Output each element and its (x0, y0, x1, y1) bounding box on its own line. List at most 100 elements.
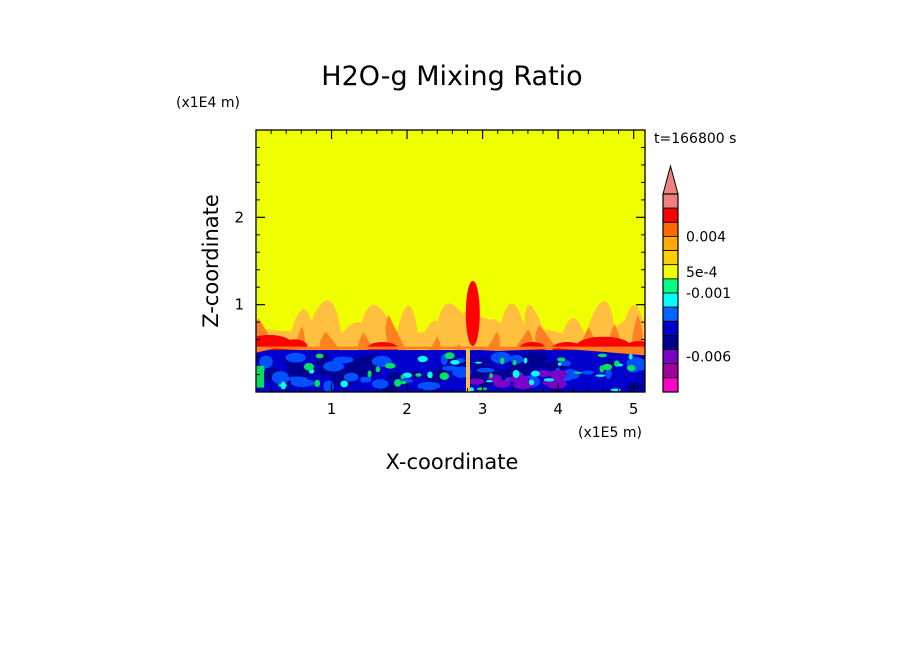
colorbar-tick-label: 5e-4 (686, 265, 718, 281)
colorbar-level (662, 377, 679, 393)
speck-cyan-green (528, 379, 535, 386)
colorbar: 0.004 5e-4 -0.001 -0.006 (662, 164, 731, 393)
x-tick-label: 2 (402, 400, 412, 418)
blob-purple (535, 370, 553, 378)
blob-mid-blue (259, 355, 273, 369)
blob-mid-blue (509, 354, 524, 364)
speck-cyan-green (394, 379, 402, 387)
colorbar-level (662, 221, 679, 237)
column-moist (465, 348, 470, 392)
colorbar-level (662, 349, 679, 365)
speck-cyan-green (340, 380, 348, 388)
speck-cyan-green (400, 380, 407, 385)
blob-mid-blue (323, 361, 344, 372)
speck-cyan-green (476, 387, 488, 391)
colorbar-tick-label: -0.006 (686, 350, 731, 366)
time-label: t=166800 s (654, 131, 736, 147)
speck-cyan-green (303, 362, 315, 371)
speck-cyan-green (314, 379, 321, 388)
blob-mid-blue (560, 360, 571, 367)
x-tick-label: 4 (553, 400, 563, 418)
speck-cyan-green (427, 371, 433, 379)
colorbar-level (662, 335, 679, 350)
colorbar-level (662, 292, 679, 308)
speck-cyan-green (415, 373, 422, 377)
speck-cyan-green (384, 362, 396, 369)
edge-green (256, 365, 264, 388)
colorbar-tick-label: -0.001 (686, 286, 731, 302)
colorbar-level (662, 320, 679, 336)
blob-mid-blue (417, 381, 441, 391)
speck-cyan-green (280, 381, 287, 390)
speck-cyan-green (489, 372, 493, 379)
colorbar-level (662, 193, 679, 209)
blob-mid-blue (360, 376, 368, 383)
blob-purple (493, 379, 511, 388)
colorbar-level (662, 250, 679, 266)
colorbar-level (662, 236, 679, 251)
blob-mid-blue (605, 368, 612, 379)
blob-dark-blue (387, 372, 402, 381)
speck-cyan-green (573, 371, 583, 374)
speck-cyan-green (444, 352, 455, 360)
speck-cyan-green (512, 359, 517, 366)
plot-frame (255, 129, 646, 393)
blob-mid-blue (476, 367, 495, 373)
colorbar-tick-label: 0.004 (686, 229, 726, 245)
blob-mid-blue (490, 351, 512, 364)
speck-cyan-green (617, 363, 624, 367)
blob-dark-blue (626, 382, 645, 391)
colorbar-frame (662, 193, 679, 393)
y-tick-label: 2 (234, 208, 244, 226)
y-axis-unit: (x1E4 m) (176, 95, 240, 111)
blob-purple (468, 378, 485, 385)
blob-dark-blue (519, 363, 534, 370)
speck-cyan-green (557, 357, 566, 362)
axis-ticks: 1 2 3 4 5 1 2 (234, 130, 645, 418)
field-layers (256, 130, 645, 392)
speck-cyan-green (417, 355, 428, 363)
speck-cyan-green (486, 380, 493, 383)
speck-cyan-green (315, 353, 324, 359)
y-tick-label: 1 (234, 296, 244, 314)
blob-mid-blue (286, 376, 308, 382)
blob-mid-blue (271, 371, 289, 385)
speck-cyan-green (530, 370, 540, 377)
speck-cyan-green (439, 372, 450, 381)
x-axis-unit: (x1E5 m) (578, 425, 642, 441)
speck-cyan-green (500, 357, 505, 365)
x-tick-label: 5 (629, 400, 639, 418)
speck-cyan-green (626, 364, 636, 372)
y-axis-label: Z-coordinate (199, 194, 223, 328)
blob-purple (550, 369, 568, 380)
colorbar-extend-triangle (662, 164, 679, 195)
speck-cyan-green (628, 353, 633, 360)
colorbar-level (662, 207, 679, 223)
blob-mid-blue (323, 380, 334, 392)
transition-orange (256, 346, 645, 356)
chart-title: H2O-g Mixing Ratio (321, 61, 582, 92)
blob-mid-blue (343, 372, 359, 382)
speck-cyan-green (523, 357, 528, 364)
x-tick-label: 3 (478, 400, 488, 418)
colorbar-level (662, 264, 679, 280)
speck-cyan-green (512, 369, 520, 378)
speck-cyan-green (367, 370, 372, 378)
speck-cyan-green (450, 359, 460, 365)
blob-mid-blue (371, 379, 389, 389)
x-axis-label: X-coordinate (386, 450, 519, 474)
speck-cyan-green (402, 372, 412, 378)
plot-field (256, 130, 645, 392)
blob-mid-blue (582, 370, 594, 375)
speck-cyan-green (557, 362, 562, 366)
speck-cyan-green (375, 366, 381, 373)
blob-mid-blue (285, 352, 306, 363)
blob-dark-blue (521, 352, 549, 363)
speck-cyan-green (610, 388, 622, 392)
patch-red (465, 280, 480, 346)
speck-cyan-green (597, 353, 607, 358)
colorbar-level (662, 363, 679, 379)
colorbar-level (662, 278, 679, 294)
